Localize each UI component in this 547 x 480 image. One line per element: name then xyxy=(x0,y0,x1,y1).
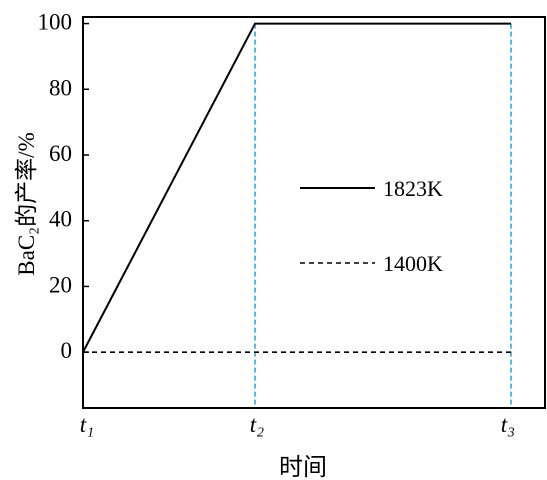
x-axis-label: 时间 xyxy=(279,454,327,480)
y-axis-label: BaC₂的产率/% xyxy=(14,132,39,275)
series-group xyxy=(82,22,511,353)
y-tick-label: 60 xyxy=(49,141,72,166)
y-tick-label: 0 xyxy=(61,338,73,363)
x-tick-label: t₃ xyxy=(501,412,515,437)
legend: 1823K 1400K xyxy=(300,176,443,276)
y-axis-ticks: 0 20 40 60 80 100 xyxy=(38,10,89,363)
y-tick-label: 20 xyxy=(49,272,72,297)
x-axis-ticks: t₁ t₂ t₃ xyxy=(80,412,515,437)
series-line-1823K xyxy=(82,22,511,353)
reference-lines xyxy=(254,23,512,408)
legend-label-1400K: 1400K xyxy=(383,251,443,276)
y-tick-label: 40 xyxy=(49,207,72,232)
plot-frame xyxy=(82,16,546,409)
y-tick-label: 100 xyxy=(38,10,73,35)
y-tick-label: 80 xyxy=(49,75,72,100)
x-tick-label: t₂ xyxy=(250,412,264,437)
x-tick-label: t₁ xyxy=(80,412,94,437)
legend-label-1823K: 1823K xyxy=(383,176,443,201)
